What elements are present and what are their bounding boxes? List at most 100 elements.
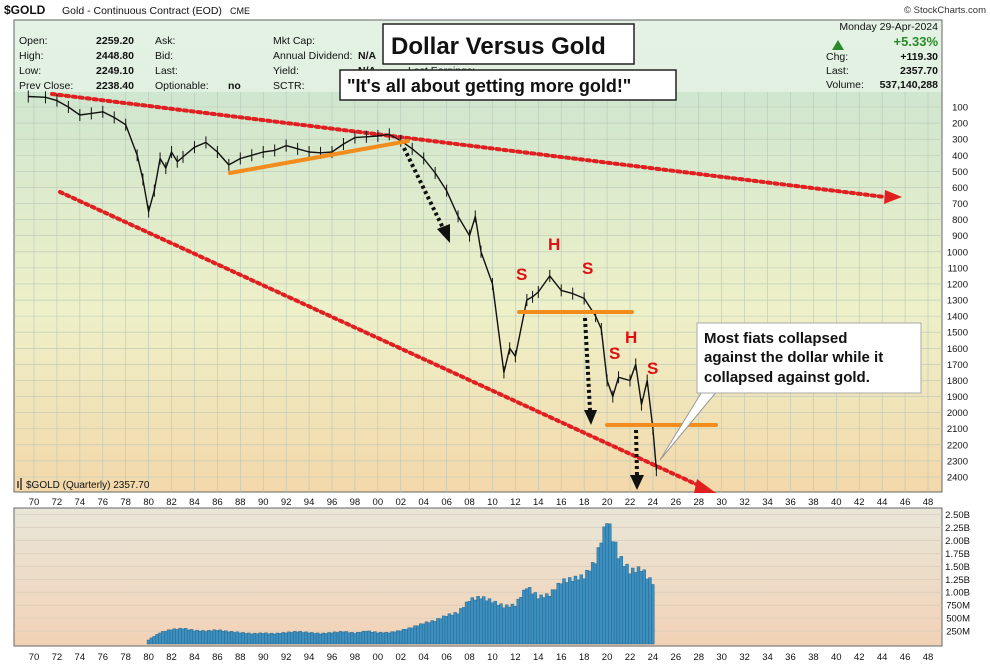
- volume-bar: [373, 631, 377, 645]
- x-tick-label: 22: [625, 652, 636, 663]
- volume-bar: [487, 598, 492, 645]
- x-tick-label: 26: [671, 652, 682, 663]
- x-tick-label: 36: [785, 652, 796, 663]
- symbol: $GOLD: [4, 3, 46, 17]
- volume-bar: [175, 629, 179, 645]
- volume-bar: [507, 606, 512, 645]
- volume-bar: [301, 632, 305, 645]
- volume-bar: [235, 631, 240, 645]
- x-tick-label: 28: [693, 497, 704, 508]
- quote-box: [339, 69, 677, 101]
- volume-bar: [206, 630, 211, 645]
- x-tick-label: 42: [854, 652, 865, 663]
- volume-bar: [338, 631, 343, 645]
- legend-label: $GOLD (Quarterly) 2357.70: [26, 480, 150, 491]
- x-tick-label: 88: [235, 497, 246, 508]
- instrument-name: Gold - Continuous Contract (EOD): [62, 5, 222, 17]
- volume-bar: [258, 632, 262, 645]
- x-tick-label: 70: [29, 497, 40, 508]
- volume-bar: [244, 633, 248, 645]
- x-tick-label: 72: [52, 652, 63, 663]
- volume-bar: [198, 631, 202, 645]
- x-tick-label: 06: [441, 497, 452, 508]
- x-tick-label: 72: [52, 497, 63, 508]
- volume-bar: [504, 604, 509, 645]
- x-tick-label: 76: [97, 497, 108, 508]
- volume-bar: [358, 632, 363, 645]
- volume-bar: [553, 589, 558, 645]
- x-tick-label: 70: [29, 652, 40, 663]
- x-tick-label: 40: [831, 652, 842, 663]
- volume-bar: [611, 541, 615, 645]
- volume-bar: [576, 579, 581, 645]
- volume-bar: [467, 601, 472, 645]
- x-tick-label: 48: [923, 497, 934, 508]
- y-tick-label: 1700: [947, 360, 968, 371]
- volume-bar: [490, 602, 495, 645]
- volume-bar: [416, 625, 420, 645]
- y-tick-label: 500M: [946, 614, 970, 625]
- x-tick-label: 32: [739, 497, 750, 508]
- volume-bar: [602, 526, 606, 645]
- x-tick-label: 02: [395, 497, 406, 508]
- volume-bar: [556, 582, 560, 645]
- volume-bar: [613, 541, 618, 645]
- volume-bar: [209, 630, 214, 645]
- volume-bar: [344, 631, 348, 645]
- exchange: CME: [230, 6, 250, 16]
- volume-bar: [396, 630, 400, 645]
- volume-bar: [321, 632, 326, 645]
- title-box: [382, 23, 635, 65]
- price-series: [27, 90, 658, 477]
- volume-bar: [527, 587, 532, 645]
- volume-bar: [565, 582, 569, 645]
- volume-bar: [599, 542, 603, 645]
- volume-bar: [333, 631, 337, 645]
- volume-bar: [441, 615, 446, 645]
- stat-label: Volume:: [826, 79, 864, 91]
- y-tick-label: 1900: [947, 392, 968, 403]
- stat-label: Prev Close:: [19, 80, 73, 92]
- y-tick-label: 400: [952, 151, 968, 162]
- volume-bar: [347, 632, 351, 645]
- volume-bar: [516, 598, 520, 645]
- y-tick-label: 800: [952, 215, 968, 226]
- stat-label: Chg:: [826, 51, 848, 63]
- volume-bar: [189, 629, 194, 645]
- volume-bar: [335, 632, 340, 645]
- volume-bar: [149, 637, 154, 645]
- head-label: H: [625, 328, 637, 347]
- stat-label: Annual Dividend:: [273, 50, 352, 62]
- x-tick-label: 10: [487, 497, 498, 508]
- volume-bar: [424, 621, 429, 645]
- volume-bar: [229, 631, 234, 645]
- volume-bar: [410, 627, 414, 645]
- volume-bar: [275, 632, 280, 645]
- x-tick-label: 98: [350, 497, 361, 508]
- volume-bar: [264, 632, 268, 645]
- x-axis-labels-top: 70 72 74 76 78 80 82 84 86 88 90 92 94 96 98 00 02 04 06 08…: [29, 497, 934, 508]
- stat-value: 2249.10: [96, 65, 134, 77]
- stat-label: Open:: [19, 35, 48, 47]
- volume-bar: [539, 594, 543, 645]
- volume-bar: [470, 597, 475, 645]
- y-tick-label: 600: [952, 183, 968, 194]
- dotted-arrow-line: [402, 147, 445, 229]
- volume-bar: [533, 592, 538, 645]
- volume-bar: [158, 632, 162, 645]
- x-tick-label: 46: [900, 497, 911, 508]
- volume-bar: [166, 629, 171, 645]
- volume-bar: [393, 631, 397, 645]
- callout-box: [696, 322, 922, 394]
- volume-bar: [430, 620, 434, 645]
- y-tick-label: 750M: [946, 601, 970, 612]
- volume-bar: [456, 613, 460, 645]
- x-tick-label: 32: [739, 652, 750, 663]
- upper-channel-line: [50, 92, 887, 199]
- neckline-markers: [228, 139, 718, 427]
- x-tick-label: 74: [75, 497, 86, 508]
- x-tick-label: 18: [579, 497, 590, 508]
- volume-bars: [146, 523, 655, 645]
- volume-bar: [462, 607, 466, 645]
- volume-bar: [298, 631, 303, 645]
